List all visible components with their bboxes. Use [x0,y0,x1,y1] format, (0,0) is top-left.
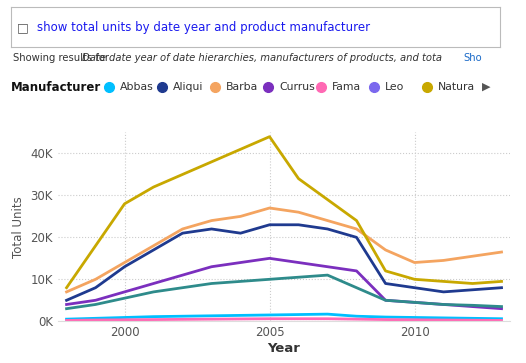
Text: Barba: Barba [226,82,258,92]
Text: show total units by date year and product manufacturer: show total units by date year and produc… [37,21,370,34]
Text: Showing results for: Showing results for [13,53,112,63]
Text: Fama: Fama [332,82,361,92]
X-axis label: Year: Year [268,342,300,355]
Y-axis label: Total Units: Total Units [12,196,25,258]
Text: Leo: Leo [385,82,404,92]
Text: Aliqui: Aliqui [173,82,204,92]
Text: Date date year of date hierarchies, manufacturers of products, and tota: Date date year of date hierarchies, manu… [82,53,441,63]
Text: Currus: Currus [279,82,315,92]
Text: Sho: Sho [463,53,481,63]
Text: Manufacturer: Manufacturer [11,81,101,94]
Text: ▶: ▶ [482,82,491,92]
Text: Abbas: Abbas [120,82,154,92]
Text: □: □ [16,21,28,34]
Text: Natura: Natura [438,82,475,92]
